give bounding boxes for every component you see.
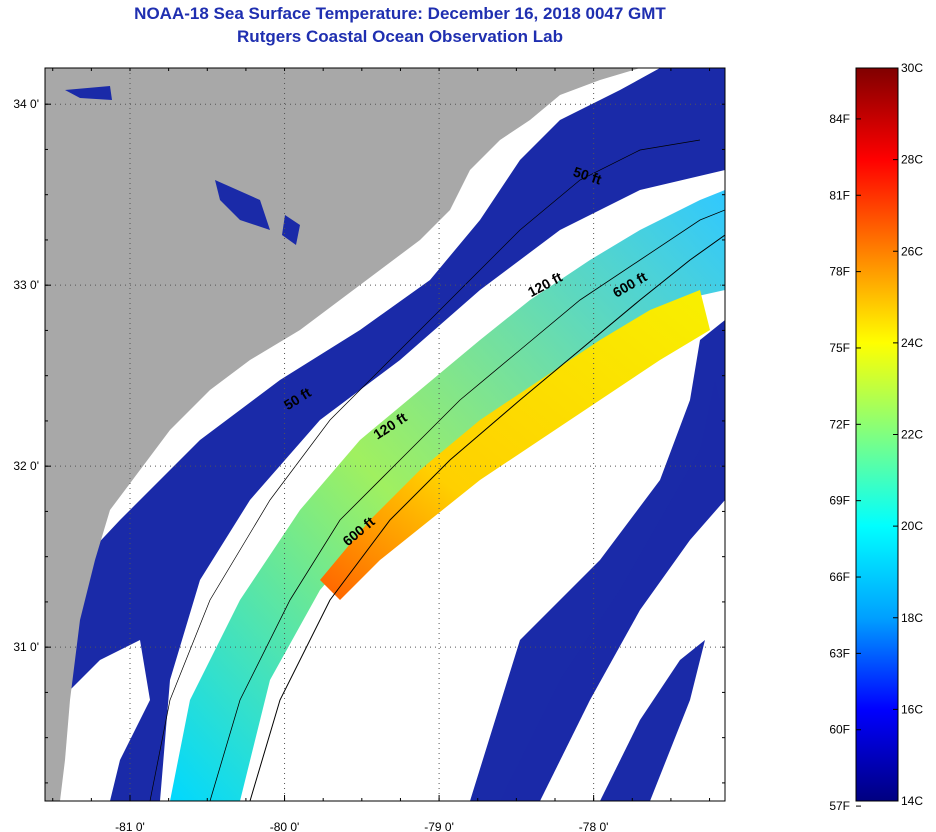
map-axes: -81 0' -80 0' -79 0' -78 0' 34 0' 33 0' 32 0' 3… xyxy=(13,68,725,832)
colorbar-f-label: 84F xyxy=(829,112,850,126)
lat-tick-label: 34 0' xyxy=(13,97,39,111)
colorbar-f-label: 57F xyxy=(829,799,850,813)
colorbar-scale xyxy=(855,67,899,802)
lon-tick-label: -79 0' xyxy=(424,820,454,832)
colorbar-f-label: 69F xyxy=(829,494,850,508)
coastal-cloud xyxy=(60,640,150,801)
midshelf-cloud xyxy=(250,640,350,801)
isobath-50ft xyxy=(149,139,701,801)
colorbar-f-label: 60F xyxy=(829,723,850,737)
shelf-water xyxy=(170,190,725,801)
colorbar-c-label: 22C xyxy=(901,428,923,442)
colorbar-c-label: 30C xyxy=(901,61,923,75)
map-frame xyxy=(44,67,726,802)
colorbar-f-label: 75F xyxy=(829,341,850,355)
colorbar-c-label: 20C xyxy=(901,519,923,533)
colorbar-f-label: 81F xyxy=(829,188,850,202)
colorbar-f-label: 66F xyxy=(829,570,850,584)
colorbar-c-label: 18C xyxy=(901,611,923,625)
colorbar-c-label: 16C xyxy=(901,702,923,716)
isobath-120ft xyxy=(209,209,725,801)
map-imagery xyxy=(45,68,725,801)
land-mass xyxy=(45,68,640,801)
isobath-600ft xyxy=(249,234,725,801)
colorbar-f-label: 78F xyxy=(829,265,850,279)
graticule xyxy=(45,68,725,801)
inland-water xyxy=(215,180,270,230)
lon-tick-label: -81 0' xyxy=(115,820,145,832)
colorbar-c-label: 28C xyxy=(901,153,923,167)
inland-water xyxy=(282,215,300,245)
colorbar-c-label: 14C xyxy=(901,794,923,808)
colorbar-f-label: 72F xyxy=(829,417,850,431)
colorbar-labels: 30C 28C 26C 24C 22C 20C 18C 16C 14C 84F 81F 78F 75F 7… xyxy=(829,61,923,813)
gulf-stream xyxy=(320,290,710,600)
inland-water xyxy=(65,86,112,100)
colorbar-c-label: 26C xyxy=(901,244,923,258)
colorbar-c-label: 24C xyxy=(901,336,923,350)
map-subtitle: Rutgers Coastal Ocean Observation Lab xyxy=(237,27,563,46)
lat-tick-label: 31 0' xyxy=(13,640,39,654)
lon-tick-label: -80 0' xyxy=(270,820,300,832)
lon-tick-label: -78 0' xyxy=(579,820,609,832)
offshore-cold-streak xyxy=(600,640,705,801)
colorbar-f-label: 63F xyxy=(829,646,850,660)
lat-tick-label: 33 0' xyxy=(13,278,39,292)
lat-tick-label: 32 0' xyxy=(13,459,39,473)
map-title: NOAA-18 Sea Surface Temperature: Decembe… xyxy=(134,4,666,23)
